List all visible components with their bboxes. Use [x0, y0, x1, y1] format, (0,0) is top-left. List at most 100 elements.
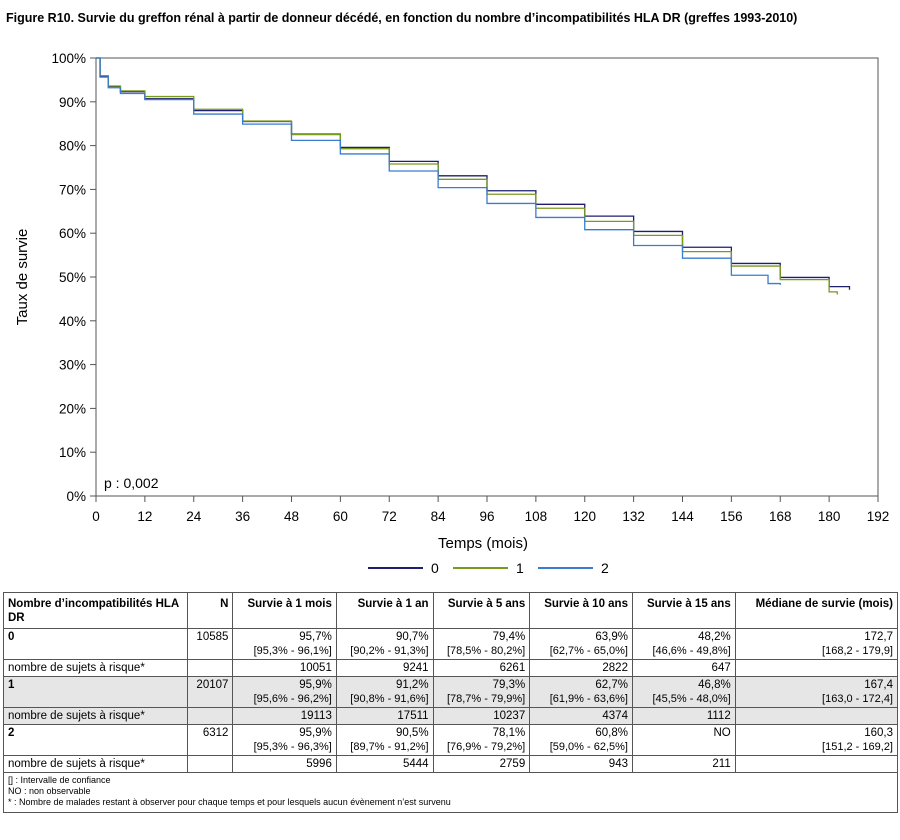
table-row-at-risk: nombre de sujets à risque* 19113 17511 1023…: [3, 707, 899, 725]
at-risk-value: 6261: [499, 662, 526, 674]
survival-cell: 90,7% [90,2% - 91,3%]: [335, 628, 434, 660]
at-risk-value: 19113: [300, 710, 332, 722]
column-header: Nombre d’incompatibilités HLA DR: [3, 592, 188, 629]
table-footnotes-row: [] : Intervalle de confiance NO : non obs…: [3, 772, 898, 813]
at-risk-cell: 1112: [631, 707, 736, 725]
x-tick-label: 180: [818, 509, 841, 524]
column-header-text: N: [220, 598, 229, 610]
at-risk-cell: 9241: [335, 659, 434, 677]
survival-value: 95,9%: [299, 679, 332, 691]
survival-cell: 79,4% [78,5% - 80,2%]: [432, 628, 531, 660]
empty-cell: [734, 659, 899, 677]
at-risk-value: 1112: [706, 710, 731, 722]
at-risk-label-cell: nombre de sujets à risque*: [3, 707, 188, 725]
p-value-annotation: p : 0,002: [104, 475, 159, 491]
at-risk-cell: 211: [631, 755, 736, 773]
x-axis-label: Temps (mois): [438, 535, 528, 552]
survival-chart: 0%10%20%30%40%50%60%70%80%90%100%0 12 24 36…: [14, 51, 890, 576]
column-header: Survie à 1 an: [335, 592, 434, 629]
at-risk-value: 211: [712, 758, 731, 770]
series-line-2: [96, 57, 781, 285]
survival-cell: 172,7 [168,2 - 179,9]: [734, 628, 899, 660]
x-tick-label: 84: [431, 509, 447, 524]
at-risk-cell: 19113: [232, 707, 337, 725]
at-risk-cell: 5996: [232, 755, 337, 773]
y-tick-label: 50%: [59, 270, 86, 285]
footnote: * : Nombre de malades restant à observer…: [8, 797, 451, 807]
at-risk-label-cell: nombre de sujets à risque*: [3, 755, 188, 773]
footnote: [] : Intervalle de confiance: [8, 775, 111, 785]
column-header: Médiane de survie (mois): [734, 592, 899, 629]
confidence-interval: [163,0 - 172,4]: [822, 693, 893, 705]
survival-value: NO: [713, 727, 731, 739]
chart-series-layer: [96, 57, 851, 295]
n-value: 6312: [202, 727, 229, 739]
confidence-interval: [78,7% - 79,9%]: [446, 693, 526, 705]
at-risk-value: 4374: [602, 710, 628, 722]
x-tick-label: 192: [867, 509, 890, 524]
group-label: 1: [8, 679, 15, 691]
column-header-text: Survie à 5 ans: [447, 598, 526, 610]
n-cell: 20107: [186, 676, 234, 708]
survival-value: 95,7%: [299, 631, 332, 643]
survival-value: 60,8%: [595, 727, 628, 739]
at-risk-cell: 17511: [335, 707, 434, 725]
column-header-text: Nombre d’incompatibilités HLA DR: [8, 598, 179, 624]
x-tick-label: 0: [92, 509, 100, 524]
x-tick-label: 96: [479, 509, 494, 524]
empty-cell: [734, 755, 899, 773]
confidence-interval: [90,2% - 91,3%]: [350, 645, 429, 657]
at-risk-cell: 6261: [432, 659, 531, 677]
x-tick-label: 132: [622, 509, 645, 524]
table-row-group-2: 2 6312 95,9% [95,3% - 96,3%] 90,5% [89,7% - 9…: [3, 724, 899, 756]
table-row-at-risk: nombre de sujets à risque* 5996 5444 2759 94…: [3, 755, 899, 773]
confidence-interval: [151,2 - 169,2]: [822, 741, 893, 753]
column-header: Survie à 15 ans: [631, 592, 736, 629]
survival-table: Nombre d’incompatibilités HLA DR N Survie …: [3, 592, 899, 813]
confidence-interval: [46,6% - 49,8%]: [652, 645, 731, 657]
survival-value: 78,1%: [492, 727, 526, 739]
group-label: 2: [8, 727, 15, 739]
legend-label-2: 2: [601, 560, 609, 576]
survival-cell: 91,2% [90,8% - 91,6%]: [335, 676, 434, 708]
survival-value: 62,7%: [595, 679, 628, 691]
column-header: Survie à 1 mois: [232, 592, 337, 629]
at-risk-value: 5996: [306, 758, 332, 770]
confidence-interval: [76,9% - 79,2%]: [446, 741, 526, 753]
confidence-interval: [45,5% - 48,0%]: [652, 693, 731, 705]
at-risk-cell: 4374: [529, 707, 633, 725]
y-tick-label: 100%: [51, 51, 86, 66]
survival-cell: 160,3 [151,2 - 169,2]: [734, 724, 899, 756]
survival-value: 90,5%: [395, 727, 429, 739]
x-tick-label: 12: [137, 509, 152, 524]
x-tick-label: 156: [720, 509, 743, 524]
survival-value: 79,3%: [492, 679, 526, 691]
x-tick-label: 36: [235, 509, 250, 524]
survival-value: 46,8%: [698, 679, 731, 691]
at-risk-label: nombre de sujets à risque*: [8, 758, 145, 770]
n-value: 10585: [196, 631, 229, 643]
survival-cell: 90,5% [89,7% - 91,2%]: [335, 724, 434, 756]
survival-value: 160,3: [864, 727, 893, 739]
survival-value: 91,2%: [395, 679, 429, 691]
y-tick-label: 0%: [66, 489, 86, 504]
group-label-cell: 2: [3, 724, 188, 756]
x-tick-label: 48: [284, 509, 299, 524]
x-tick-label: 168: [769, 509, 792, 524]
y-tick-label: 20%: [59, 401, 86, 416]
column-header: Survie à 5 ans: [432, 592, 531, 629]
empty-cell: [186, 707, 234, 725]
footnotes-cell: [] : Intervalle de confiance NO : non obs…: [3, 772, 898, 813]
at-risk-value: 10237: [493, 710, 526, 722]
figure-title: Figure R10. Survie du greffon rénal à pa…: [6, 11, 798, 25]
confidence-interval: [78,5% - 80,2%]: [446, 645, 526, 657]
survival-value: 63,9%: [595, 631, 628, 643]
series-line-0: [96, 57, 851, 290]
x-tick-label: 108: [525, 509, 548, 524]
survival-cell: 78,1% [76,9% - 79,2%]: [432, 724, 531, 756]
y-axis-label: Taux de survie: [14, 229, 31, 326]
empty-cell: [186, 659, 234, 677]
x-tick-label: 72: [382, 509, 397, 524]
x-tick-label: 120: [573, 509, 596, 524]
at-risk-cell: 2822: [529, 659, 633, 677]
